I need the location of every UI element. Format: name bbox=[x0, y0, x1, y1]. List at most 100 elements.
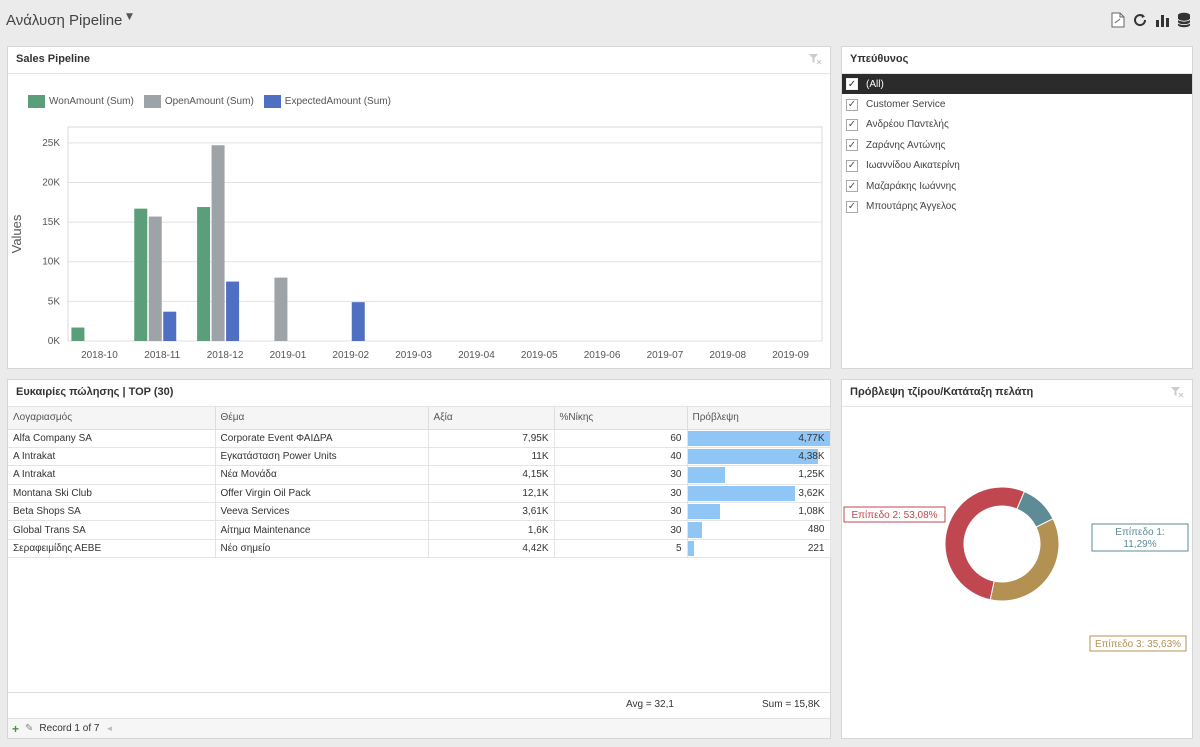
summary-sum: Sum = 15,8K bbox=[762, 699, 821, 710]
checkbox[interactable]: ✓ bbox=[846, 200, 858, 213]
table-row[interactable]: Global Trans SA Αίτημα Maintenance 1,6K 30 4… bbox=[8, 520, 831, 540]
cell-subject: Offer Virgin Oil Pack bbox=[215, 484, 429, 504]
bar[interactable] bbox=[351, 302, 365, 341]
grid-summary-row: Avg = 32,1 Sum = 15,8K bbox=[8, 692, 830, 716]
cell-account: A Intrakat bbox=[8, 447, 216, 467]
y-tick-label: 0K bbox=[48, 336, 61, 347]
owner-item[interactable]: ✓ Customer Service bbox=[842, 94, 1192, 114]
table-row[interactable]: Beta Shops SA Veeva Services 3,61K 30 1,08K bbox=[8, 502, 831, 522]
x-tick-label: 2019-07 bbox=[647, 350, 684, 361]
cell-subject: Νέα Μονάδα bbox=[215, 465, 429, 485]
checkbox[interactable]: ✓ bbox=[846, 78, 858, 91]
cell-forecast: 1,08K bbox=[687, 502, 831, 522]
chart-legend: WonAmount (Sum) OpenAmount (Sum) Expecte… bbox=[28, 95, 391, 108]
bar[interactable] bbox=[211, 145, 225, 341]
cell-value: 7,95K bbox=[428, 429, 555, 448]
column-header-subject[interactable]: Θέμα bbox=[215, 407, 429, 430]
donut-slice[interactable] bbox=[944, 486, 1025, 601]
cell-win: 40 bbox=[554, 447, 688, 467]
column-header-account[interactable]: Λογαριασμός bbox=[8, 407, 216, 430]
owner-list: ✓ (All) ✓ Customer Service ✓ Ανδρέου Παντελής… bbox=[842, 74, 1192, 217]
add-record-icon[interactable]: + bbox=[12, 721, 20, 736]
owner-item[interactable]: ✓ Ιωαννίδου Αικατερίνη bbox=[842, 156, 1192, 176]
x-tick-label: 2019-03 bbox=[395, 350, 432, 361]
refresh-icon[interactable] bbox=[1132, 12, 1148, 28]
legend-item-open[interactable]: OpenAmount (Sum) bbox=[143, 95, 254, 108]
database-icon[interactable] bbox=[1176, 12, 1192, 28]
forecast-value: 480 bbox=[807, 524, 825, 536]
table-row[interactable]: Σεραφειμίδης ΑΕΒΕ Νέο σημείο 4,42K 5 221 bbox=[8, 539, 831, 559]
bar-chart-icon[interactable] bbox=[1154, 12, 1170, 28]
y-tick-label: 5K bbox=[48, 296, 61, 307]
edit-record-icon[interactable]: ✎ bbox=[25, 723, 34, 734]
forecast-value: 1,08K bbox=[798, 506, 825, 518]
cell-forecast: 1,25K bbox=[687, 465, 831, 485]
bar[interactable] bbox=[226, 281, 240, 341]
owner-item[interactable]: ✓ Μπουτάρης Άγγελος bbox=[842, 196, 1192, 216]
checkbox[interactable]: ✓ bbox=[846, 139, 858, 152]
cell-value: 1,6K bbox=[428, 520, 555, 540]
checkbox[interactable]: ✓ bbox=[846, 98, 858, 111]
table-row[interactable]: A Intrakat Εγκατάσταση Power Units 11K 40 4,… bbox=[8, 447, 831, 467]
owner-item[interactable]: ✓ (All) bbox=[842, 74, 1192, 95]
pipeline-bar-chart: 0K 5K 10K 15K 20K 25K Values 2018-10 2018-11 2018… bbox=[9, 126, 823, 361]
x-tick-label: 2019-06 bbox=[584, 350, 621, 361]
checkbox[interactable]: ✓ bbox=[846, 159, 858, 172]
y-tick-label: 20K bbox=[42, 177, 60, 188]
checkbox[interactable]: ✓ bbox=[846, 118, 858, 131]
cell-win: 30 bbox=[554, 484, 688, 504]
sales-pipeline-panel: Sales Pipeline WonAmount (Sum) OpenAmoun… bbox=[7, 46, 831, 369]
cell-forecast: 4,77K bbox=[687, 429, 831, 448]
checkbox[interactable]: ✓ bbox=[846, 180, 858, 193]
cell-value: 4,15K bbox=[428, 465, 555, 485]
owner-item[interactable]: ✓ Ανδρέου Παντελής bbox=[842, 115, 1192, 135]
bar[interactable] bbox=[71, 327, 85, 341]
table-row[interactable]: A Intrakat Νέα Μονάδα 4,15K 30 1,25K bbox=[8, 465, 831, 485]
grid-navigator: + ✎ Record 1 of 7 ◄ bbox=[8, 718, 830, 738]
legend-item-expected[interactable]: ExpectedAmount (Sum) bbox=[263, 95, 391, 108]
forecast-bar bbox=[687, 430, 829, 446]
bar[interactable] bbox=[274, 277, 288, 341]
cell-forecast: 221 bbox=[687, 539, 831, 559]
owner-item[interactable]: ✓ Ζαράνης Αντώνης bbox=[842, 135, 1192, 155]
clear-filter-icon[interactable] bbox=[808, 53, 822, 68]
x-tick-label: 2019-09 bbox=[772, 350, 809, 361]
export-icon[interactable] bbox=[1110, 12, 1126, 28]
bar[interactable] bbox=[134, 208, 148, 341]
owner-item-label: Ιωαννίδου Αικατερίνη bbox=[866, 160, 960, 172]
forecast-bar bbox=[687, 448, 818, 465]
panel-divider bbox=[842, 73, 1192, 74]
bar[interactable] bbox=[197, 207, 211, 341]
forecast-value: 4,38K bbox=[798, 450, 825, 462]
bar[interactable] bbox=[148, 216, 162, 341]
y-tick-label: 10K bbox=[42, 257, 60, 268]
slice-label: Επίπεδο 1: bbox=[1115, 526, 1164, 538]
title-filter-icon[interactable]: ▼ bbox=[126, 12, 133, 22]
x-tick-label: 2019-02 bbox=[332, 350, 369, 361]
legend-item-won[interactable]: WonAmount (Sum) bbox=[28, 95, 134, 108]
column-header-forecast[interactable]: Πρόβλεψη bbox=[687, 407, 831, 430]
table-row[interactable]: Montana Ski Club Offer Virgin Oil Pack 12,… bbox=[8, 484, 831, 504]
cell-win: 60 bbox=[554, 429, 688, 448]
donut-slice[interactable] bbox=[989, 518, 1060, 602]
table-row[interactable]: Alfa Company SA Corporate Event ΦΑΙΔΡΑ 7,9… bbox=[8, 429, 831, 448]
panel-title: Ευκαιρίες πώλησης | TOP (30) bbox=[16, 386, 174, 398]
clear-filter-icon[interactable] bbox=[1170, 386, 1184, 401]
legend-swatch-won bbox=[28, 95, 45, 108]
cell-subject: Veeva Services bbox=[215, 502, 429, 522]
owner-item-label: Μαζαράκης Ιωάννης bbox=[866, 180, 957, 192]
scroll-left-icon[interactable]: ◄ bbox=[105, 724, 114, 733]
forecast-bar bbox=[687, 485, 796, 502]
column-header-value[interactable]: Αξία bbox=[428, 407, 555, 430]
owner-item[interactable]: ✓ Μαζαράκης Ιωάννης bbox=[842, 176, 1192, 196]
cell-value: 3,61K bbox=[428, 502, 555, 522]
panel-divider bbox=[8, 73, 830, 74]
forecast-value: 221 bbox=[807, 542, 825, 554]
cell-account: Beta Shops SA bbox=[8, 502, 216, 522]
bar[interactable] bbox=[163, 311, 177, 341]
cell-value: 11K bbox=[428, 447, 555, 467]
column-header-win[interactable]: %Νίκης bbox=[554, 407, 688, 430]
cell-win: 30 bbox=[554, 465, 688, 485]
x-tick-label: 2018-11 bbox=[144, 350, 180, 361]
cell-subject: Νέο σημείο bbox=[215, 539, 429, 559]
